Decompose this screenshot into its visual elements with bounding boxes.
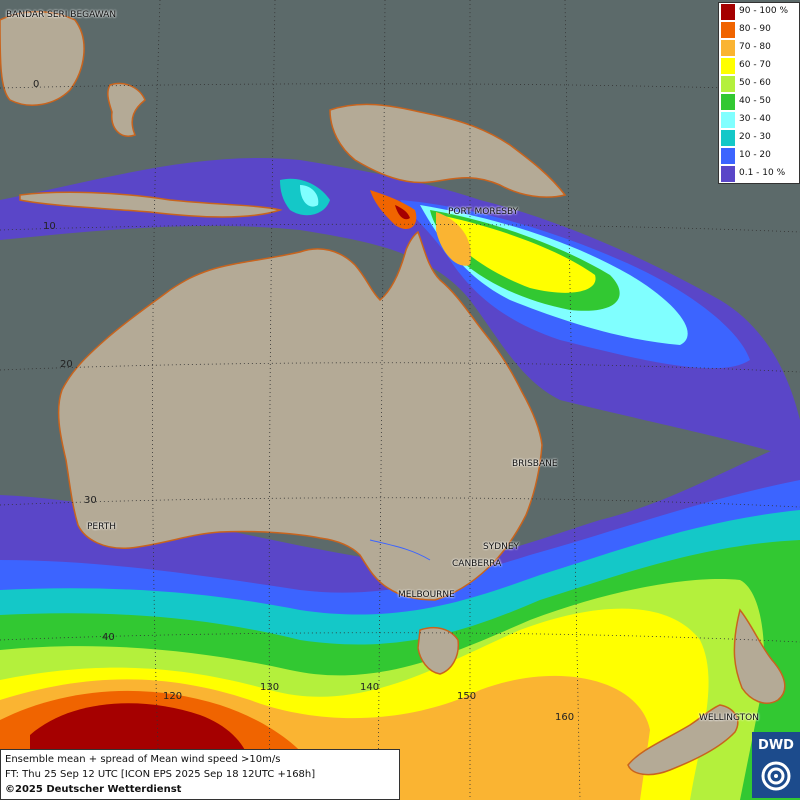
legend-row: 10 - 20 — [719, 147, 799, 165]
city-label-canberra: CANBERRA — [452, 559, 502, 569]
legend-row: 40 - 50 — [719, 93, 799, 111]
legend-label: 0.1 - 10 % — [739, 168, 786, 178]
wind-field-north — [0, 158, 800, 460]
city-label-melbourne: MELBOURNE — [398, 590, 455, 600]
dwd-logo: DWD — [752, 732, 800, 798]
legend-swatch — [721, 22, 735, 38]
city-label-wellington: WELLINGTON — [699, 713, 759, 723]
legend-swatch — [721, 148, 735, 164]
legend-row: 80 - 90 — [719, 21, 799, 39]
city-label-bandar-seri-begawan: BANDAR SERI BEGAWAN — [6, 10, 117, 20]
legend-row: 50 - 60 — [719, 75, 799, 93]
legend-label: 80 - 90 — [739, 24, 771, 34]
legend-label: 30 - 40 — [739, 114, 771, 124]
legend-label: 20 - 30 — [739, 132, 771, 142]
city-label-sydney: SYDNEY — [483, 542, 520, 552]
legend: 90 - 100 % 80 - 90 70 - 80 60 - 70 50 - 60 40… — [718, 2, 800, 184]
legend-label: 10 - 20 — [739, 150, 771, 160]
sulawesi-landmass — [107, 82, 146, 137]
legend-row: 70 - 80 — [719, 39, 799, 57]
city-label-port-moresby: PORT MORESBY — [448, 207, 519, 217]
copyright: ©2025 Deutscher Wetterdienst — [5, 784, 182, 795]
lon-label-160: 160 — [555, 712, 575, 723]
lon-label-150: 150 — [457, 691, 477, 702]
lat-label-20: 20 — [60, 359, 73, 370]
new-guinea-landmass — [329, 103, 567, 198]
australia-landmass — [57, 230, 543, 601]
lon-label-130: 130 — [260, 682, 280, 693]
legend-swatch — [721, 112, 735, 128]
map-title: Ensemble mean + spread of Mean wind spee… — [5, 754, 281, 765]
lat-label-40: 40 — [102, 632, 115, 643]
dwd-logo-text: DWD — [758, 738, 794, 753]
dwd-swirl-icon — [761, 761, 791, 791]
legend-swatch — [721, 76, 735, 92]
legend-row: 60 - 70 — [719, 57, 799, 75]
legend-label: 70 - 80 — [739, 42, 771, 52]
land-masses — [0, 11, 786, 776]
lesser-sunda-islands — [19, 191, 283, 218]
river-line — [369, 539, 431, 561]
legend-swatch — [721, 94, 735, 110]
lat-label-0: 0 — [33, 79, 40, 90]
legend-row: 90 - 100 % — [719, 3, 799, 21]
legend-swatch — [721, 4, 735, 20]
new-zealand-south — [627, 704, 739, 776]
city-label-brisbane: BRISBANE — [512, 459, 558, 469]
lon-label-120: 120 — [163, 691, 183, 702]
borneo-landmass — [0, 11, 85, 106]
legend-label: 60 - 70 — [739, 60, 771, 70]
legend-swatch — [721, 40, 735, 56]
lat-label-30: 30 — [84, 495, 97, 506]
new-zealand-north — [733, 608, 786, 704]
info-box: Ensemble mean + spread of Mean wind spee… — [0, 749, 400, 800]
legend-row: 30 - 40 — [719, 111, 799, 129]
legend-label: 50 - 60 — [739, 78, 771, 88]
legend-row: 20 - 30 — [719, 129, 799, 147]
forecast-time: FT: Thu 25 Sep 12 UTC [ICON EPS 2025 Sep… — [5, 769, 316, 780]
legend-label: 90 - 100 % — [739, 6, 789, 16]
legend-swatch — [721, 130, 735, 146]
legend-label: 40 - 50 — [739, 96, 771, 106]
city-label-perth: PERTH — [87, 522, 116, 532]
legend-row: 0.1 - 10 % — [719, 165, 799, 183]
legend-swatch — [721, 58, 735, 74]
legend-swatch — [721, 166, 735, 182]
lat-label-10: 10 — [43, 221, 56, 232]
lon-label-140: 140 — [360, 682, 380, 693]
tasmania-landmass — [417, 627, 460, 675]
